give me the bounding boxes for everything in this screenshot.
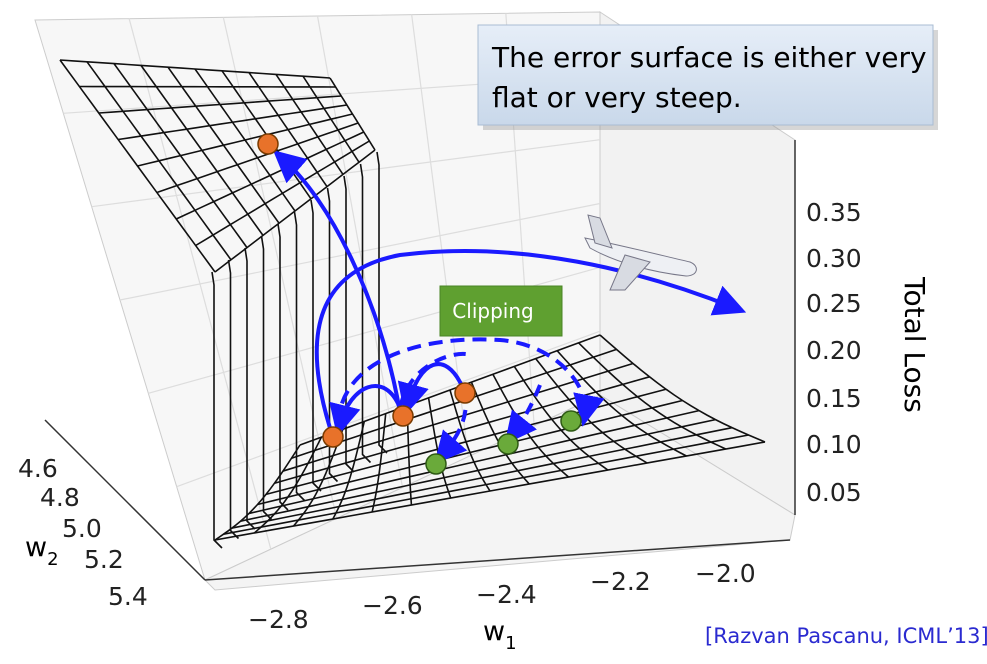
green-point bbox=[425, 453, 447, 475]
note-line: flat or very steep. bbox=[492, 81, 742, 114]
z-tick-label: 0.30 bbox=[806, 244, 862, 273]
mesh-line bbox=[231, 426, 733, 529]
w1-label: w bbox=[483, 616, 505, 647]
wall-line bbox=[293, 211, 306, 502]
mesh-line bbox=[223, 434, 749, 535]
mesh-line bbox=[214, 441, 766, 541]
arrows bbox=[272, 150, 747, 465]
arrow-fly bbox=[314, 249, 747, 429]
w2-tick-label: 5.2 bbox=[84, 545, 124, 574]
mesh-line bbox=[59, 59, 331, 79]
citation: [Razvan Pascanu, ICML’13] bbox=[705, 624, 987, 648]
z-tick-label: 0.05 bbox=[806, 478, 862, 507]
wall-line bbox=[227, 259, 240, 540]
mesh-line bbox=[98, 95, 342, 114]
mesh-line bbox=[156, 122, 359, 194]
w2-tick-label: 5.4 bbox=[108, 582, 148, 611]
arrow-dash1 bbox=[336, 337, 605, 427]
mesh-line bbox=[79, 85, 336, 88]
w2-tick-label: 4.8 bbox=[40, 483, 80, 512]
orange-point bbox=[392, 405, 414, 427]
green-point bbox=[560, 410, 582, 432]
w1-tick-label: −2.0 bbox=[695, 559, 756, 588]
mesh-line bbox=[175, 131, 365, 220]
w2-label: w bbox=[25, 532, 47, 563]
z-axis-label: Total Loss bbox=[898, 276, 931, 413]
w2-subscript: 2 bbox=[47, 549, 58, 570]
w1-axis-label: w1 bbox=[483, 616, 517, 654]
note-box bbox=[477, 24, 934, 126]
wall-line bbox=[343, 175, 355, 473]
wall-line bbox=[310, 199, 322, 492]
orange-point bbox=[454, 382, 476, 404]
plane-wing bbox=[609, 254, 651, 291]
arrow-bounce1 bbox=[329, 384, 402, 437]
w1-axis-line bbox=[204, 539, 791, 581]
wall-line bbox=[244, 247, 256, 530]
surface-mesh bbox=[59, 59, 766, 549]
wall-line bbox=[359, 163, 372, 464]
green-point bbox=[497, 433, 519, 455]
arrow-dash4 bbox=[504, 384, 542, 445]
wall-line bbox=[326, 187, 339, 483]
w1-tick-label: −2.2 bbox=[590, 567, 651, 596]
w2-axis-line bbox=[44, 419, 206, 581]
mesh-line bbox=[240, 418, 716, 522]
arrow-bounce2 bbox=[397, 362, 464, 416]
w1-tick-label: −2.6 bbox=[362, 591, 423, 620]
w1-tick-label: −2.4 bbox=[476, 580, 537, 609]
plane-tail bbox=[587, 214, 613, 249]
points bbox=[257, 133, 582, 475]
airplane bbox=[584, 214, 697, 291]
arrow-jump bbox=[272, 150, 402, 413]
axes-panes bbox=[34, 11, 796, 591]
w2-tick-label: 5.0 bbox=[62, 514, 102, 543]
wall-line bbox=[211, 271, 223, 549]
mesh-line bbox=[257, 399, 683, 506]
clipping-box bbox=[439, 285, 563, 337]
orange-point bbox=[322, 426, 344, 448]
orange-point bbox=[257, 133, 279, 155]
mesh-line bbox=[137, 113, 353, 167]
w2-tick-label: 4.6 bbox=[18, 454, 58, 483]
tick-labels: 0.35 0.30 0.25 0.20 0.15 0.10 0.05 4.64.85.05.2… bbox=[18, 198, 862, 634]
mesh-line bbox=[118, 104, 347, 141]
mesh-line bbox=[214, 149, 376, 273]
w2-axis-label: w2 bbox=[25, 532, 59, 570]
mesh-line bbox=[195, 140, 370, 247]
w1-subscript: 1 bbox=[505, 633, 516, 654]
wall-line bbox=[376, 151, 388, 454]
z-tick-label: 0.35 bbox=[806, 198, 862, 227]
clipping-label: Clipping bbox=[452, 299, 533, 323]
wall-line bbox=[277, 223, 289, 511]
mesh-line bbox=[248, 409, 700, 515]
w1-tick-label: −2.8 bbox=[248, 605, 309, 634]
wall-line bbox=[260, 235, 273, 521]
z-tick-label: 0.20 bbox=[806, 336, 862, 365]
arrow-dash2 bbox=[398, 351, 471, 409]
z-tick-label: 0.25 bbox=[806, 289, 862, 318]
z-tick-label: 0.15 bbox=[806, 384, 862, 413]
z-tick-label: 0.10 bbox=[806, 430, 862, 459]
note-line: The error surface is either very bbox=[491, 41, 927, 74]
